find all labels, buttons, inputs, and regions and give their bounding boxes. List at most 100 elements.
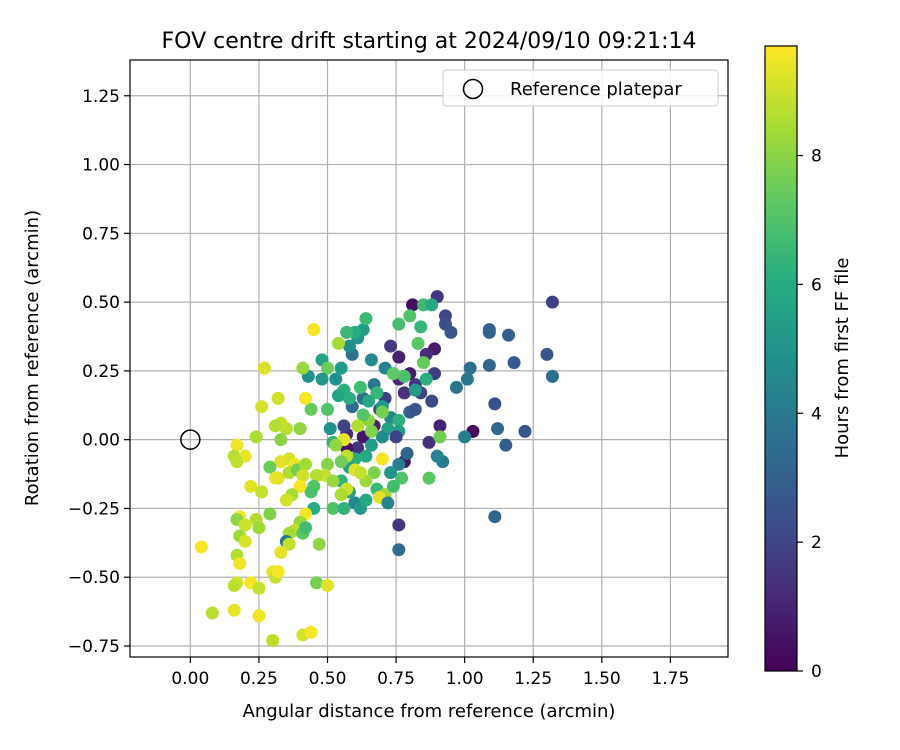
x-axis-label: Angular distance from reference (arcmin) [243, 701, 616, 722]
data-point [408, 383, 422, 397]
data-point [293, 422, 307, 436]
data-point [540, 347, 554, 361]
reference-layer [180, 429, 201, 450]
data-point [268, 471, 282, 485]
data-point [244, 479, 258, 493]
data-point [392, 457, 406, 471]
data-point [299, 457, 313, 471]
data-point [408, 402, 422, 416]
colorbar-label: Hours from first FF file [832, 258, 853, 459]
data-point [499, 438, 513, 452]
colorbar-tick-label: 8 [811, 147, 822, 167]
data-point [545, 295, 559, 309]
data-point [304, 625, 318, 639]
x-tick-label: 1.00 [446, 669, 484, 689]
data-point [252, 521, 266, 535]
colorbar-tick-label: 6 [811, 275, 822, 295]
data-point [389, 430, 403, 444]
y-tick-label: 0.25 [82, 362, 120, 382]
data-point [334, 361, 348, 375]
data-point [263, 460, 277, 474]
data-point [296, 361, 310, 375]
chart-title: FOV centre drift starting at 2024/09/10 … [162, 29, 697, 54]
data-point [419, 372, 433, 386]
data-point [384, 339, 398, 353]
data-points [194, 290, 559, 647]
data-point [323, 422, 337, 436]
colorbar-tick-label: 0 [811, 662, 822, 682]
data-point [430, 449, 444, 463]
data-point [279, 493, 293, 507]
data-point [342, 391, 356, 405]
data-point [257, 361, 271, 375]
data-point [425, 298, 439, 312]
data-point [414, 320, 428, 334]
data-point [249, 430, 263, 444]
data-point [337, 419, 351, 433]
data-point [334, 488, 348, 502]
data-point [384, 466, 398, 480]
data-point [329, 372, 343, 386]
data-point [230, 438, 244, 452]
data-point [293, 479, 307, 493]
data-point [268, 419, 282, 433]
data-point [307, 323, 321, 337]
data-point [274, 455, 288, 469]
data-point [255, 485, 269, 499]
legend: Reference platepar [442, 69, 719, 107]
data-point [406, 298, 420, 312]
y-tick-label: 1.00 [82, 156, 120, 176]
data-point [252, 581, 266, 595]
data-point [370, 386, 384, 400]
data-point [392, 350, 406, 364]
data-point [381, 496, 395, 510]
data-point [482, 325, 496, 339]
data-point [321, 361, 335, 375]
data-point [353, 380, 367, 394]
data-point [444, 325, 458, 339]
data-point [238, 518, 252, 532]
data-point [255, 400, 269, 414]
y-tick-label: 0.50 [82, 293, 120, 313]
data-point [331, 389, 345, 403]
data-point [296, 468, 310, 482]
data-point [458, 430, 472, 444]
data-point [411, 336, 425, 350]
data-point [364, 424, 378, 438]
data-point [449, 380, 463, 394]
data-point [233, 556, 247, 570]
data-point [282, 537, 296, 551]
data-point [491, 422, 505, 436]
data-point [359, 493, 373, 507]
data-point [488, 510, 502, 524]
y-axis-ticks: −0.75 −0.50 −0.25 0.00 0.25 0.50 0.75 1.00 1.25 [68, 87, 130, 657]
x-tick-label: 1.25 [514, 669, 552, 689]
x-tick-label: 1.50 [583, 669, 621, 689]
data-point [271, 391, 285, 405]
data-point [353, 466, 367, 480]
x-tick-label: 0.25 [240, 669, 278, 689]
colorbar-gradient [764, 45, 798, 672]
colorbar-tick-label: 4 [811, 404, 822, 424]
data-point [395, 471, 409, 485]
data-point [340, 325, 354, 339]
data-point [359, 312, 373, 326]
data-point [227, 603, 241, 617]
data-point [321, 578, 335, 592]
y-tick-label: 0.00 [82, 431, 120, 451]
data-point [326, 474, 340, 488]
data-point [392, 518, 406, 532]
y-tick-label: 0.75 [82, 224, 120, 244]
reference-platepar-marker [180, 429, 201, 450]
data-point [433, 430, 447, 444]
data-point [342, 339, 356, 353]
data-point [386, 367, 400, 381]
data-point [488, 397, 502, 411]
x-axis-ticks: 0.00 0.25 0.50 0.75 1.00 1.25 1.50 1.75 [171, 657, 689, 689]
data-point [397, 386, 411, 400]
data-point [334, 455, 348, 469]
data-point [266, 633, 280, 647]
data-point [312, 537, 326, 551]
y-axis-label: Rotation from reference (arcmin) [22, 210, 43, 506]
